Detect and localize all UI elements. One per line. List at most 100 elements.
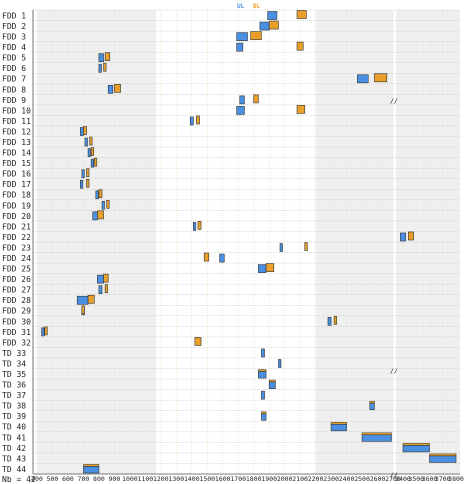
x-tick-label: 3500 xyxy=(408,475,424,483)
x-tick-label: 1200 xyxy=(153,475,169,483)
dl-bar xyxy=(194,337,202,346)
x-axis-ticks: // // // 400 500 600 700 800 900 1000 1100 1200 1300… xyxy=(31,97,464,483)
x-tick-label: 1300 xyxy=(168,475,184,483)
band-label: FDD 18 xyxy=(2,191,31,200)
band-label: FDD 21 xyxy=(2,222,31,231)
ul-bar xyxy=(268,381,276,389)
x-tick-label: 2600 xyxy=(370,475,386,483)
band-label: FDD 23 xyxy=(2,243,31,252)
dl-bar xyxy=(268,20,279,30)
x-tick-label: 1900 xyxy=(261,475,277,483)
dl-bar xyxy=(296,105,306,114)
band-label: TD 37 xyxy=(2,391,26,400)
ul-bar xyxy=(258,371,267,379)
ul-bar xyxy=(239,95,245,105)
band-label: FDD 27 xyxy=(2,286,31,295)
ul-bar xyxy=(193,222,197,231)
x-tick-label: 3800 xyxy=(448,475,464,483)
band-label: FDD 12 xyxy=(2,127,31,136)
x-tick-label: 3700 xyxy=(435,475,451,483)
dl-bar xyxy=(374,73,388,83)
band-label: FDD 11 xyxy=(2,117,31,126)
dl-bar xyxy=(81,305,85,315)
ul-bar xyxy=(402,445,430,453)
dl-bar xyxy=(98,189,103,199)
dl-bar xyxy=(89,136,93,146)
band-label: FDD 30 xyxy=(2,317,31,326)
band-label: FDD 17 xyxy=(2,180,31,189)
x-tick-label: 2100 xyxy=(292,475,308,483)
ul-bar xyxy=(97,274,104,284)
dl-bar xyxy=(333,316,337,325)
x-tick-label: 1100 xyxy=(138,475,154,483)
x-tick-label: 2700 xyxy=(385,475,401,483)
ul-bar xyxy=(84,137,88,147)
ul-bar xyxy=(80,127,84,136)
band-label: FDD 9 xyxy=(2,96,26,105)
ul-bar xyxy=(278,359,282,368)
ul-bar xyxy=(267,11,278,20)
ul-bar xyxy=(80,179,84,189)
x-tick-label: 600 xyxy=(62,475,74,483)
band-bars xyxy=(41,10,457,474)
dl-bar xyxy=(203,252,210,262)
ul-bar xyxy=(76,295,89,305)
shaded-range xyxy=(37,10,157,474)
ul-bar xyxy=(236,106,245,115)
ul-bar xyxy=(357,74,369,84)
x-tick-label: 2200 xyxy=(308,475,324,483)
shaded-range xyxy=(315,10,393,474)
band-label: FDD 10 xyxy=(2,106,31,115)
dl-bar xyxy=(114,84,121,93)
ul-bar xyxy=(261,413,267,421)
band-label: TD 35 xyxy=(2,370,26,379)
dl-bar xyxy=(106,200,110,209)
legend-ul: UL xyxy=(237,3,245,10)
band-label: FDD 4 xyxy=(2,43,26,52)
ul-bar xyxy=(261,348,265,358)
ul-bar xyxy=(236,42,244,52)
dl-bar xyxy=(104,284,108,294)
ul-bar xyxy=(429,455,457,463)
band-label: TD 41 xyxy=(2,433,26,442)
x-tick-label: 1500 xyxy=(199,475,215,483)
band-label: FDD 28 xyxy=(2,296,31,305)
axis-break-mark: // xyxy=(390,97,398,105)
x-tick-label: 900 xyxy=(109,475,121,483)
legend-dl: DL xyxy=(253,3,261,10)
band-label: TD 34 xyxy=(2,359,26,368)
dl-bar xyxy=(253,94,259,104)
dl-bar xyxy=(197,221,202,230)
ul-bar xyxy=(101,201,105,210)
x-tick-label: 1400 xyxy=(184,475,200,483)
dl-bar xyxy=(86,168,90,178)
x-tick-label: 3600 xyxy=(422,475,438,483)
band-label: TD 40 xyxy=(2,423,26,432)
band-label: FDD 5 xyxy=(2,54,26,63)
plot-background xyxy=(33,10,460,474)
dl-bar xyxy=(90,147,94,156)
grid-lines xyxy=(32,9,460,475)
ul-bar xyxy=(98,53,104,63)
x-tick-label: 1800 xyxy=(246,475,262,483)
band-label: TD 42 xyxy=(2,444,26,453)
ul-bar xyxy=(369,402,375,411)
dl-bar xyxy=(250,31,262,40)
x-tick-label: 2300 xyxy=(323,475,339,483)
ul-bar xyxy=(95,190,99,200)
ul-bar xyxy=(189,116,194,126)
band-label: FDD 2 xyxy=(2,22,26,31)
ul-bar xyxy=(259,21,270,31)
ul-bar xyxy=(327,317,332,326)
dl-bar xyxy=(83,126,87,135)
dl-bar xyxy=(407,231,414,241)
band-label: FDD 6 xyxy=(2,64,26,73)
band-label: TD 39 xyxy=(2,412,26,421)
x-tick-label: 400 xyxy=(31,475,43,483)
ul-bar xyxy=(92,211,98,221)
dl-bar xyxy=(104,52,111,62)
x-tick-label: 500 xyxy=(47,475,59,483)
ul-bar xyxy=(87,148,91,157)
ul-bar xyxy=(330,423,347,432)
dl-bar xyxy=(296,41,304,51)
